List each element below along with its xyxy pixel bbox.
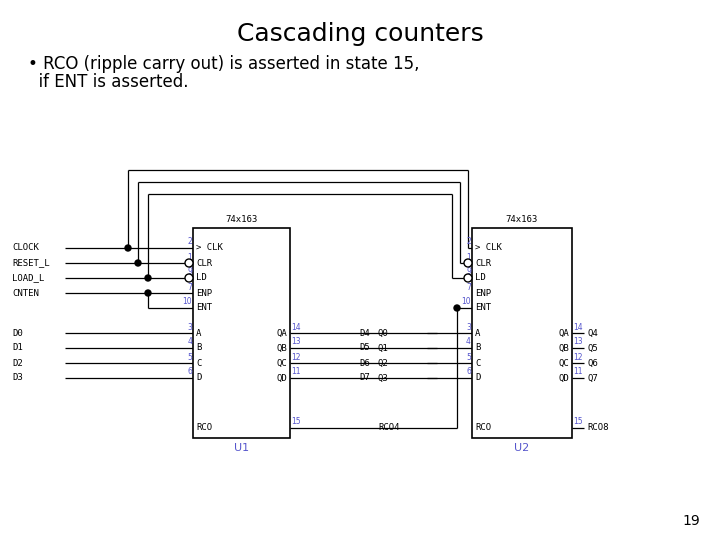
- Text: 2: 2: [187, 238, 192, 246]
- Text: 11: 11: [291, 368, 300, 376]
- Text: 3: 3: [187, 322, 192, 332]
- Text: Cascading counters: Cascading counters: [237, 22, 483, 46]
- Text: RCO: RCO: [475, 423, 491, 433]
- Text: D0: D0: [12, 328, 23, 338]
- Text: > CLK: > CLK: [196, 244, 223, 253]
- Text: 5: 5: [187, 353, 192, 361]
- Text: Q0: Q0: [377, 328, 388, 338]
- Text: CLR: CLR: [475, 259, 491, 267]
- Text: D: D: [196, 374, 202, 382]
- Text: D2: D2: [12, 359, 23, 368]
- Text: D6: D6: [359, 359, 370, 368]
- Circle shape: [464, 274, 472, 282]
- Text: D: D: [475, 374, 480, 382]
- Text: D4: D4: [359, 328, 370, 338]
- Text: ENT: ENT: [475, 303, 491, 313]
- Text: QA: QA: [276, 328, 287, 338]
- Text: CNTEN: CNTEN: [12, 288, 39, 298]
- Circle shape: [145, 290, 151, 296]
- Text: B: B: [196, 343, 202, 353]
- Text: 1: 1: [467, 253, 471, 261]
- Circle shape: [135, 260, 141, 266]
- Text: 1: 1: [187, 253, 192, 261]
- Text: 13: 13: [291, 338, 301, 347]
- Text: Q1: Q1: [377, 343, 388, 353]
- Text: B: B: [475, 343, 480, 353]
- Text: Q3: Q3: [377, 374, 388, 382]
- Text: Q5: Q5: [587, 343, 598, 353]
- Text: QB: QB: [558, 343, 569, 353]
- Text: CLOCK: CLOCK: [12, 244, 39, 253]
- Text: QB: QB: [276, 343, 287, 353]
- Text: 9: 9: [187, 267, 192, 276]
- Text: if ENT is asserted.: if ENT is asserted.: [28, 73, 189, 91]
- Text: RCO: RCO: [196, 423, 212, 433]
- Text: A: A: [196, 328, 202, 338]
- Text: 5: 5: [466, 353, 471, 361]
- Text: 11: 11: [573, 368, 582, 376]
- Text: 10: 10: [182, 298, 192, 307]
- Text: ENP: ENP: [196, 288, 212, 298]
- Text: 74x163: 74x163: [225, 215, 258, 224]
- Circle shape: [185, 274, 193, 282]
- Text: 6: 6: [466, 368, 471, 376]
- Text: 15: 15: [573, 417, 582, 427]
- Text: 12: 12: [291, 353, 300, 361]
- Text: 3: 3: [466, 322, 471, 332]
- Text: QC: QC: [558, 359, 569, 368]
- Text: QA: QA: [558, 328, 569, 338]
- Text: LD: LD: [196, 273, 207, 282]
- Text: D5: D5: [359, 343, 370, 353]
- Circle shape: [464, 259, 472, 267]
- Text: 13: 13: [573, 338, 582, 347]
- Circle shape: [145, 275, 151, 281]
- Text: 12: 12: [573, 353, 582, 361]
- Text: 14: 14: [291, 322, 301, 332]
- Bar: [193, 228, 290, 438]
- Text: 19: 19: [683, 514, 700, 528]
- Text: A: A: [475, 328, 480, 338]
- Text: QD: QD: [276, 374, 287, 382]
- Text: 6: 6: [187, 368, 192, 376]
- Text: • RCO (ripple carry out) is asserted in state 15,: • RCO (ripple carry out) is asserted in …: [28, 55, 420, 73]
- Text: CLR: CLR: [196, 259, 212, 267]
- Bar: [472, 228, 572, 438]
- Text: LD: LD: [475, 273, 486, 282]
- Text: RESET_L: RESET_L: [12, 259, 50, 267]
- Text: D3: D3: [12, 374, 23, 382]
- Text: 74x163: 74x163: [506, 215, 538, 224]
- Circle shape: [185, 259, 193, 267]
- Text: Q2: Q2: [377, 359, 388, 368]
- Text: Q7: Q7: [587, 374, 598, 382]
- Text: RCO8: RCO8: [587, 423, 608, 433]
- Text: 10: 10: [462, 298, 471, 307]
- Text: C: C: [475, 359, 480, 368]
- Text: Q4: Q4: [587, 328, 598, 338]
- Text: U1: U1: [234, 443, 249, 453]
- Text: C: C: [196, 359, 202, 368]
- Text: ENT: ENT: [196, 303, 212, 313]
- Text: LOAD_L: LOAD_L: [12, 273, 44, 282]
- Text: RCO4: RCO4: [378, 423, 400, 433]
- Text: ENP: ENP: [475, 288, 491, 298]
- Text: D1: D1: [12, 343, 23, 353]
- Circle shape: [454, 305, 460, 311]
- Text: 4: 4: [466, 338, 471, 347]
- Text: 15: 15: [291, 417, 301, 427]
- Text: U2: U2: [514, 443, 530, 453]
- Text: 4: 4: [187, 338, 192, 347]
- Circle shape: [125, 245, 131, 251]
- Text: 2: 2: [467, 238, 471, 246]
- Text: QC: QC: [276, 359, 287, 368]
- Text: D7: D7: [359, 374, 370, 382]
- Text: 9: 9: [466, 267, 471, 276]
- Text: > CLK: > CLK: [475, 244, 502, 253]
- Text: 14: 14: [573, 322, 582, 332]
- Text: 7: 7: [187, 282, 192, 292]
- Text: Q6: Q6: [587, 359, 598, 368]
- Text: QD: QD: [558, 374, 569, 382]
- Text: 7: 7: [466, 282, 471, 292]
